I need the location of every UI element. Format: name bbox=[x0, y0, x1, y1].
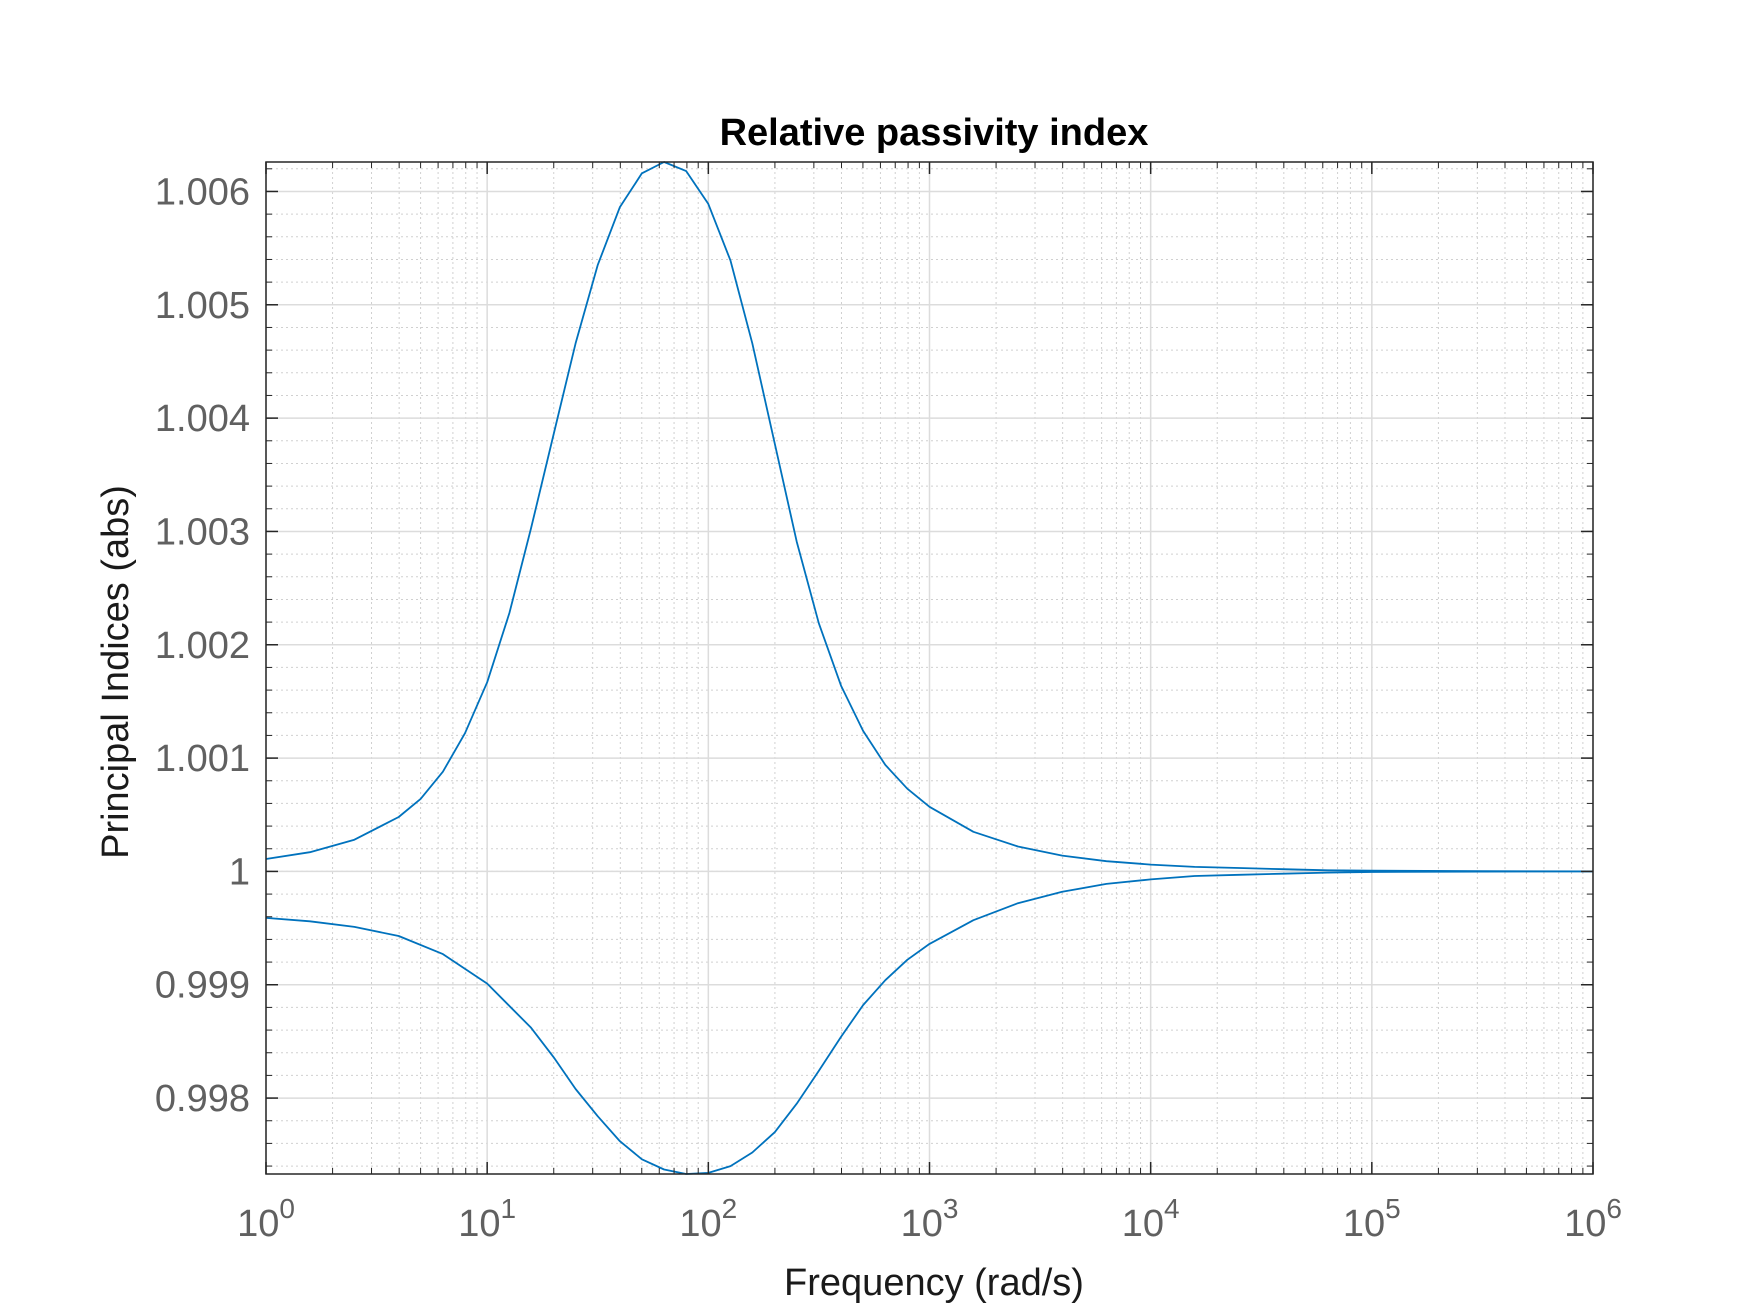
x-tick-label: 104 bbox=[1122, 1193, 1180, 1245]
x-tick-label-base: 10 bbox=[1564, 1203, 1606, 1245]
x-tick-label: 102 bbox=[679, 1193, 737, 1245]
x-tick-label: 103 bbox=[901, 1193, 959, 1245]
x-tick-label-base: 10 bbox=[901, 1203, 943, 1245]
y-tick-labels: 0.998 0.999 1 1.001 1.002 1.003 1.004 1.005 1.00… bbox=[155, 171, 250, 1120]
x-tick-label-exponent: 0 bbox=[279, 1193, 295, 1224]
x-tick-label-exponent: 6 bbox=[1606, 1193, 1622, 1224]
x-tick-label: 106 bbox=[1564, 1193, 1622, 1245]
x-tick-label: 100 bbox=[237, 1193, 295, 1245]
y-tick-label: 1.001 bbox=[155, 738, 250, 780]
y-axis-label: Principal Indices (abs) bbox=[95, 485, 137, 859]
x-tick-label: 101 bbox=[458, 1193, 516, 1245]
series-line-1 bbox=[265, 161, 1594, 873]
series-layer bbox=[265, 161, 1594, 1175]
x-tick-label-base: 10 bbox=[1122, 1203, 1164, 1245]
y-tick-label: 1.003 bbox=[155, 511, 250, 553]
y-tick-label: 1.005 bbox=[155, 285, 250, 327]
x-tick-label-exponent: 5 bbox=[1385, 1193, 1401, 1224]
y-tick-label: 1.006 bbox=[155, 171, 250, 213]
x-axis-label: Frequency (rad/s) bbox=[784, 1262, 1084, 1304]
x-tick-label-base: 10 bbox=[1343, 1203, 1385, 1245]
y-tick-label: 1.002 bbox=[155, 625, 250, 667]
x-tick-label-exponent: 1 bbox=[501, 1193, 517, 1224]
x-tick-labels: 100 101 102 103 104 105 106 bbox=[237, 1193, 1622, 1245]
x-tick-label-exponent: 2 bbox=[722, 1193, 738, 1224]
x-tick-label-base: 10 bbox=[458, 1203, 500, 1245]
x-tick-label-base: 10 bbox=[237, 1203, 279, 1245]
y-tick-label: 0.999 bbox=[155, 965, 250, 1007]
x-tick-label-exponent: 3 bbox=[943, 1193, 959, 1224]
series-line-2 bbox=[265, 870, 1594, 1175]
x-tick-label-base: 10 bbox=[679, 1203, 721, 1245]
tick-marks bbox=[265, 162, 1594, 1174]
x-tick-label-exponent: 4 bbox=[1164, 1193, 1180, 1224]
y-tick-label: 1 bbox=[229, 851, 250, 893]
x-tick-label: 105 bbox=[1343, 1193, 1401, 1245]
y-tick-label: 0.998 bbox=[155, 1078, 250, 1120]
chart-title: Relative passivity index bbox=[720, 112, 1149, 154]
y-tick-label: 1.004 bbox=[155, 398, 250, 440]
